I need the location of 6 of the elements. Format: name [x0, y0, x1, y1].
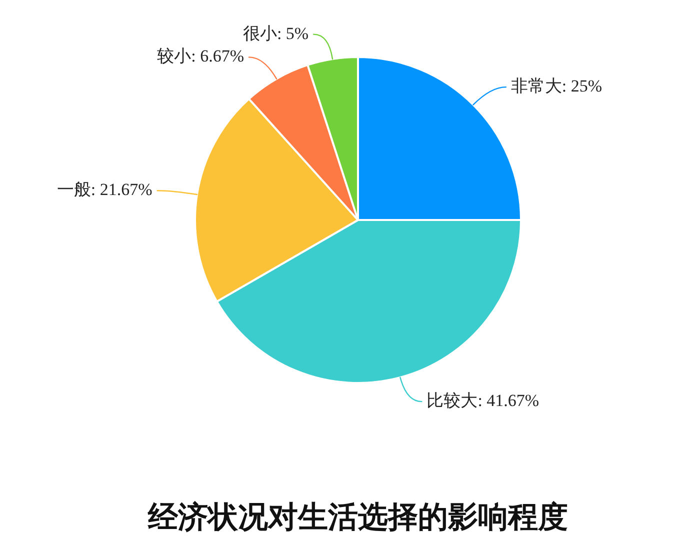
- slice-label: 很小: 5%: [242, 24, 309, 43]
- slice-label: 比较大: 41.67%: [426, 391, 540, 410]
- slice-label: 一般: 21.67%: [56, 180, 152, 200]
- slice-label: 较小: 6.67%: [157, 46, 244, 66]
- text: 经济状况对生活选择的影响程度: [147, 500, 568, 535]
- slice-label: 非常大: 25%: [510, 76, 602, 96]
